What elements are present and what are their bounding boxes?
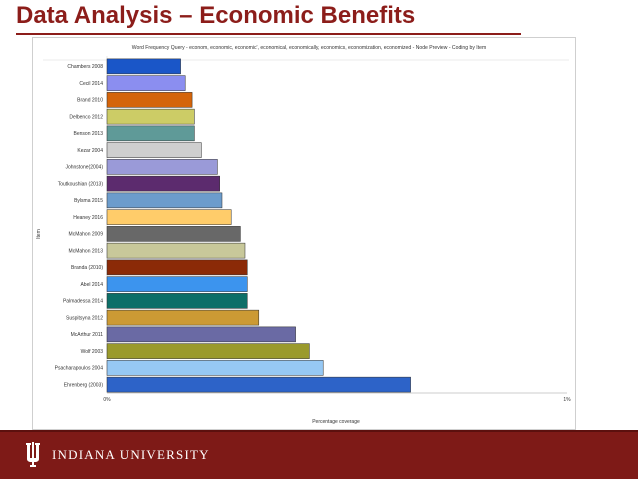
bar-0 (106, 58, 181, 75)
footer-bar: INDIANA UNIVERSITY (0, 430, 638, 479)
bar-6 (106, 159, 218, 175)
title-underline (16, 33, 521, 35)
bar-14 (106, 293, 248, 309)
category-label-0: Chambers 2008 (67, 64, 103, 70)
category-label-2: Brand 2010 (77, 98, 103, 104)
bar-11 (106, 242, 246, 259)
bar-1 (106, 75, 186, 91)
bar-19 (106, 376, 411, 393)
category-label-1: Cecil 2014 (79, 81, 103, 87)
footer-top-rule (0, 430, 638, 432)
category-label-11: McMahon 2013 (69, 248, 104, 254)
bar-9 (106, 209, 232, 225)
bars-group (106, 58, 411, 393)
category-label-8: Bylsma 2015 (74, 198, 103, 204)
x-tick-label-0: 0% (103, 397, 111, 403)
x-tick-label-1: 1% (563, 397, 571, 403)
bar-10 (106, 226, 241, 242)
bar-4 (106, 125, 195, 142)
bar-16 (106, 326, 296, 343)
category-label-13: Abel 2014 (80, 282, 103, 288)
university-name: INDIANA UNIVERSITY (52, 447, 210, 462)
category-label-16: McArthur 2011 (71, 332, 104, 338)
category-label-7: Toutkoushian (2013) (58, 181, 104, 187)
bar-8 (106, 192, 223, 209)
category-label-12: Branda (2010) (71, 265, 103, 271)
slide-title: Data Analysis – Economic Benefits (16, 2, 416, 29)
bar-13 (106, 276, 248, 292)
x-tick-labels: 0% 1% (103, 397, 571, 403)
category-label-14: Palmadessa 2014 (63, 299, 103, 305)
category-label-17: Wolf 2003 (81, 349, 104, 355)
bar-15 (106, 309, 260, 326)
category-label-4: Benson 2013 (74, 131, 104, 137)
bar-12 (106, 259, 248, 276)
iu-trident-logo-icon (26, 442, 40, 467)
category-label-10: McMahon 2009 (69, 232, 104, 238)
category-label-19: Ehrenberg (2003) (64, 382, 104, 388)
bar-2 (106, 92, 193, 108)
category-label-15: Suspitsyna 2012 (66, 315, 103, 321)
category-label-6: Johnstone(2004) (65, 165, 103, 171)
bar-chart: Word Frequency Query - econom, economic,… (32, 37, 576, 430)
y-axis-label: Item (36, 229, 42, 239)
chart-title: Word Frequency Query - econom, economic,… (132, 45, 486, 51)
x-axis-label: Percentage coverage (312, 419, 360, 425)
bar-3 (106, 108, 195, 125)
bar-17 (106, 343, 310, 359)
bar-7 (106, 175, 220, 192)
chart-canvas: Word Frequency Query - econom, economic,… (36, 45, 571, 425)
category-label-3: Delbenco 2012 (69, 114, 103, 120)
category-label-18: Psacharapoulos 2004 (55, 366, 104, 372)
category-label-5: Kezar 2004 (77, 148, 103, 154)
bar-18 (106, 360, 324, 376)
category-labels: Chambers 2008 Cecil 2014 Brand 2010 Delbenc… (55, 64, 104, 388)
bar-5 (106, 142, 202, 158)
category-label-9: Heaney 2016 (73, 215, 103, 221)
